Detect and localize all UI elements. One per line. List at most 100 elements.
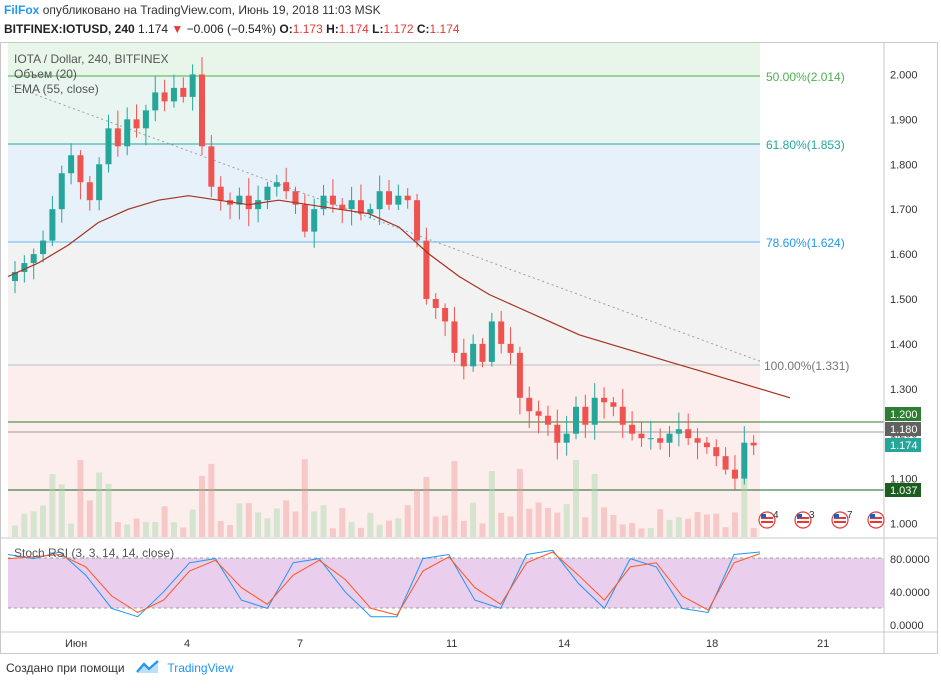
candle-body[interactable] [582,406,589,425]
candle-body[interactable] [573,406,579,434]
candle-body[interactable] [414,200,421,241]
candle-body[interactable] [189,74,196,97]
trend-line[interactable] [11,85,763,363]
candle-body[interactable] [601,397,608,403]
volume-legend[interactable]: Объем (20) [14,67,77,81]
event-flag-4[interactable] [867,511,885,529]
candle-body[interactable] [329,195,336,205]
candle-body[interactable] [311,209,318,232]
author-link[interactable]: FilFox [4,3,40,17]
candle-body[interactable] [741,442,748,479]
candle-body[interactable] [217,186,224,201]
candle-body[interactable] [619,406,626,425]
candle-body[interactable] [152,92,159,111]
tradingview-logo-icon[interactable] [136,660,160,678]
volume-bar [451,461,458,537]
candle-body[interactable] [236,195,243,205]
candle-body[interactable] [535,411,542,416]
candle-body[interactable] [86,182,93,201]
candle-body[interactable] [283,182,290,192]
candle-body[interactable] [563,433,570,443]
candle-body[interactable] [423,240,430,299]
candle-body[interactable] [516,352,523,398]
volume-bar [638,528,645,537]
candle-body[interactable] [404,195,411,201]
candle-body[interactable] [451,321,458,353]
candle-body[interactable] [722,456,729,470]
candle-body[interactable] [301,204,308,232]
symbol-title[interactable]: IOTA / Dollar, 240, BITFINEX [14,52,169,66]
ema-legend[interactable]: EMA (55, close) [14,82,99,96]
candle-body[interactable] [386,191,392,205]
candle-body[interactable] [255,200,262,210]
event-flag-3[interactable]: 7 [831,510,853,529]
candle-body[interactable] [675,429,682,434]
candle-body[interactable] [320,195,327,210]
candle-body[interactable] [180,87,187,97]
chart-frame [0,42,938,654]
candle-body[interactable] [629,424,636,434]
candle-body[interactable] [685,429,692,439]
candle-body[interactable] [395,195,402,205]
candle-body[interactable] [68,155,75,174]
symbol-name[interactable]: BITFINEX:IOTUSD, 240 [4,22,135,36]
tradingview-link[interactable]: TradingView [167,661,234,676]
candle-body[interactable] [703,442,710,448]
candle-body[interactable] [713,447,720,457]
ema-line[interactable] [7,195,791,399]
event-flag-2[interactable]: 3 [794,510,815,529]
candle-body[interactable] [657,438,664,443]
candle-body[interactable] [339,204,346,210]
candle-body[interactable] [30,254,37,264]
candle-body[interactable] [357,200,364,214]
event-flag-1[interactable]: 4 [758,510,779,529]
candle-body[interactable] [750,442,757,446]
candle-body[interactable] [124,119,131,147]
price-axis[interactable]: 2.000 1.900 1.800 1.700 1.600 1.500 1.400 1.300… [890,69,918,530]
candle-body[interactable] [694,438,701,443]
candle-body[interactable] [142,110,149,129]
candle-body[interactable] [647,438,654,440]
candle-body[interactable] [507,343,514,353]
candle-body[interactable] [133,119,140,129]
candle-body[interactable] [666,433,673,443]
candle-body[interactable] [591,397,598,425]
candle-body[interactable] [460,352,467,367]
candle-body[interactable] [114,128,121,147]
candle-body[interactable] [638,433,645,439]
candle-body[interactable] [470,343,477,367]
candle-body[interactable] [264,186,271,201]
candle-body[interactable] [367,209,374,214]
candle-body[interactable] [610,402,617,407]
candle-body[interactable] [554,424,561,443]
candle-body[interactable] [96,164,103,201]
candle-body[interactable] [442,307,449,322]
volume-bar [750,528,757,537]
candle-body[interactable] [208,146,215,187]
candle-body[interactable] [58,173,65,210]
candle-body[interactable] [170,87,177,102]
candle-body[interactable] [544,415,551,425]
candle-body[interactable] [292,191,299,205]
volume-bar [731,512,738,537]
candle-body[interactable] [479,343,486,362]
candle-body[interactable] [526,397,533,412]
candle-body[interactable] [199,74,205,147]
candle-body[interactable] [731,469,738,479]
candle-body[interactable] [49,209,56,241]
stoch-rsi-label[interactable]: Stoch RSI (3, 3, 14, 14, close) [14,546,175,560]
candle-body[interactable] [498,321,505,344]
candle-body[interactable] [77,155,84,183]
candle-body[interactable] [21,263,28,273]
candle-body[interactable] [105,128,112,165]
candle-body[interactable] [161,92,168,102]
candle-body[interactable] [12,272,18,282]
candle-body[interactable] [273,182,280,187]
candle-body[interactable] [245,195,252,210]
candle-body[interactable] [488,321,495,362]
candle-body[interactable] [40,240,47,255]
candle-body[interactable] [432,298,439,308]
candle-body[interactable] [348,200,355,210]
candle-body[interactable] [376,191,383,210]
